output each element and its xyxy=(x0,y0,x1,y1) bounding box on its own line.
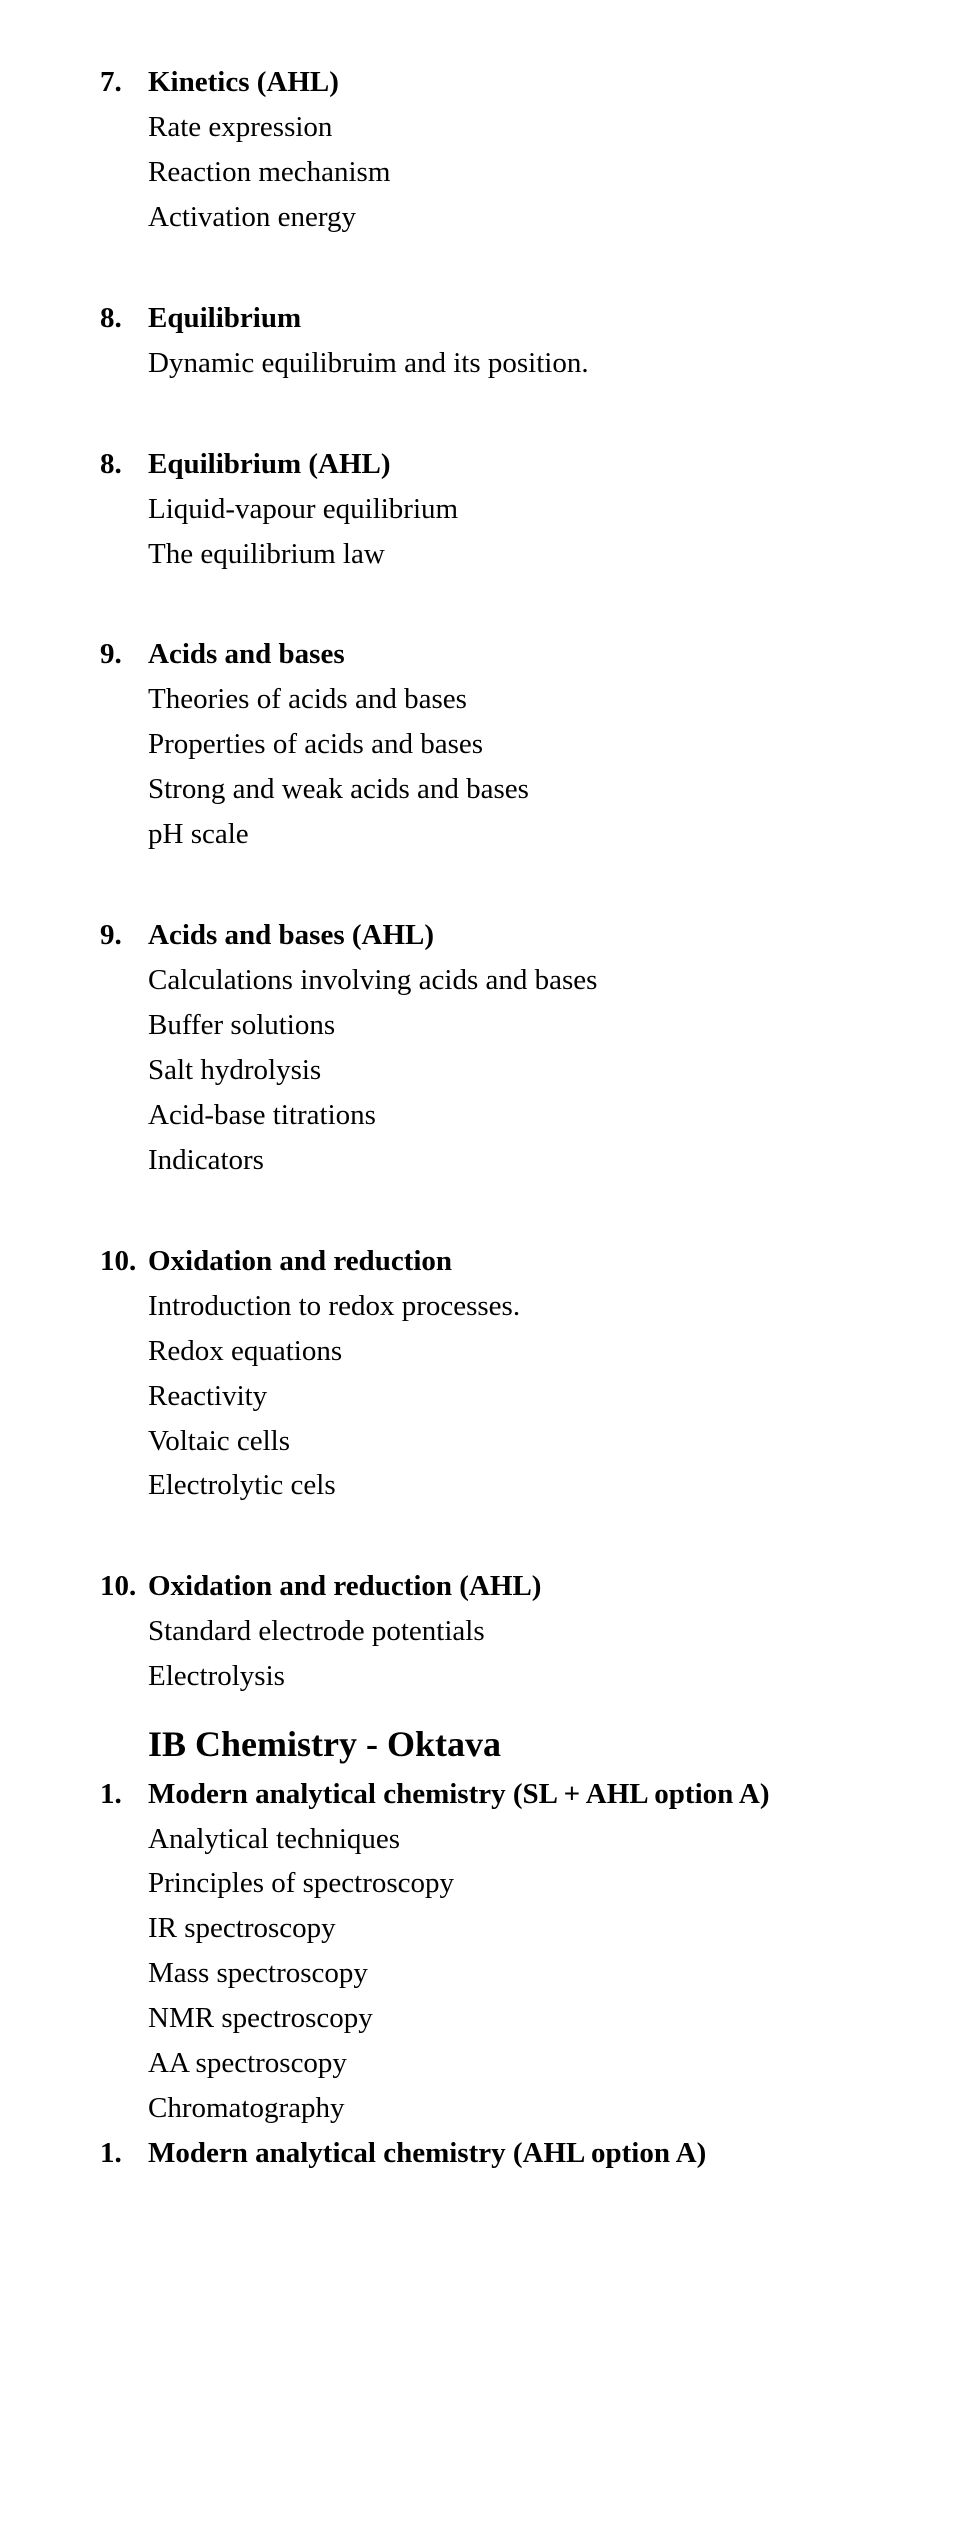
section-header: 1.Modern analytical chemistry (AHL optio… xyxy=(100,2131,860,2176)
topic-item: AA spectroscopy xyxy=(100,2041,860,2086)
syllabus-section: 1.Modern analytical chemistry (SL + AHL … xyxy=(100,1772,860,2132)
topic-item: pH scale xyxy=(100,812,860,857)
section-number: 1. xyxy=(100,2131,148,2176)
syllabus-section: 10.Oxidation and reduction Introduction … xyxy=(100,1239,860,1509)
section-header: 8.Equilibrium (AHL) xyxy=(100,442,860,487)
topic-item: NMR spectroscopy xyxy=(100,1996,860,2041)
topic-item: The equilibrium law xyxy=(100,532,860,577)
topic-item: IR spectroscopy xyxy=(100,1906,860,1951)
section-title: Oxidation and reduction (AHL) xyxy=(148,1570,541,1602)
topic-item: Salt hydrolysis xyxy=(100,1048,860,1093)
section-number: 9. xyxy=(100,632,148,677)
section-number: 7. xyxy=(100,60,148,105)
topic-item: Redox equations xyxy=(100,1329,860,1374)
topic-item: Reaction mechanism xyxy=(100,150,860,195)
section-title: Acids and bases xyxy=(148,638,345,670)
topic-item: Introduction to redox processes. xyxy=(100,1284,860,1329)
topic-item: Reactivity xyxy=(100,1374,860,1419)
topic-item: Voltaic cells xyxy=(100,1419,860,1464)
section-title: Equilibrium xyxy=(148,302,301,334)
section-number: 10. xyxy=(100,1239,148,1284)
topic-item: Properties of acids and bases xyxy=(100,722,860,767)
topic-item: Analytical techniques xyxy=(100,1817,860,1862)
topic-item: Buffer solutions xyxy=(100,1003,860,1048)
topic-item: Chromatography xyxy=(100,2086,860,2131)
syllabus-section: 7.Kinetics (AHL) Rate expression Reactio… xyxy=(100,60,860,240)
section-number: 10. xyxy=(100,1564,148,1609)
section-title: Kinetics (AHL) xyxy=(148,66,339,98)
syllabus-section: 10.Oxidation and reduction (AHL) Standar… xyxy=(100,1564,860,1699)
course-title: IB Chemistry - Oktava xyxy=(100,1719,860,1769)
topic-item: Principles of spectroscopy xyxy=(100,1861,860,1906)
topic-item: Standard electrode potentials xyxy=(100,1609,860,1654)
topic-item: Indicators xyxy=(100,1138,860,1183)
section-header: 1.Modern analytical chemistry (SL + AHL … xyxy=(100,1772,860,1817)
topic-item: Rate expression xyxy=(100,105,860,150)
topic-item: Liquid-vapour equilibrium xyxy=(100,487,860,532)
section-title: Oxidation and reduction xyxy=(148,1245,452,1277)
section-header: 7.Kinetics (AHL) xyxy=(100,60,860,105)
syllabus-section: 9.Acids and bases (AHL) Calculations inv… xyxy=(100,913,860,1183)
section-title: Equilibrium (AHL) xyxy=(148,448,391,480)
syllabus-section: 1.Modern analytical chemistry (AHL optio… xyxy=(100,2131,860,2176)
topic-item: Activation energy xyxy=(100,195,860,240)
topic-item: Electrolysis xyxy=(100,1654,860,1699)
section-number: 9. xyxy=(100,913,148,958)
topic-item: Electrolytic cels xyxy=(100,1463,860,1508)
section-header: 8.Equilibrium xyxy=(100,296,860,341)
section-title: Acids and bases (AHL) xyxy=(148,919,434,951)
topic-item: Dynamic equilibruim and its position. xyxy=(100,341,860,386)
section-header: 9.Acids and bases (AHL) xyxy=(100,913,860,958)
section-title: Modern analytical chemistry (SL + AHL op… xyxy=(148,1778,770,1810)
syllabus-section: 8.Equilibrium (AHL) Liquid-vapour equili… xyxy=(100,442,860,577)
topic-item: Mass spectroscopy xyxy=(100,1951,860,1996)
syllabus-section: 8.Equilibrium Dynamic equilibruim and it… xyxy=(100,296,860,386)
section-header: 9.Acids and bases xyxy=(100,632,860,677)
section-header: 10.Oxidation and reduction xyxy=(100,1239,860,1284)
section-title: Modern analytical chemistry (AHL option … xyxy=(148,2137,706,2169)
section-header: 10.Oxidation and reduction (AHL) xyxy=(100,1564,860,1609)
topic-item: Acid-base titrations xyxy=(100,1093,860,1138)
section-number: 8. xyxy=(100,296,148,341)
topic-item: Theories of acids and bases xyxy=(100,677,860,722)
syllabus-section: 9.Acids and bases Theories of acids and … xyxy=(100,632,860,857)
topic-item: Calculations involving acids and bases xyxy=(100,958,860,1003)
topic-item: Strong and weak acids and bases xyxy=(100,767,860,812)
section-number: 1. xyxy=(100,1772,148,1817)
section-number: 8. xyxy=(100,442,148,487)
